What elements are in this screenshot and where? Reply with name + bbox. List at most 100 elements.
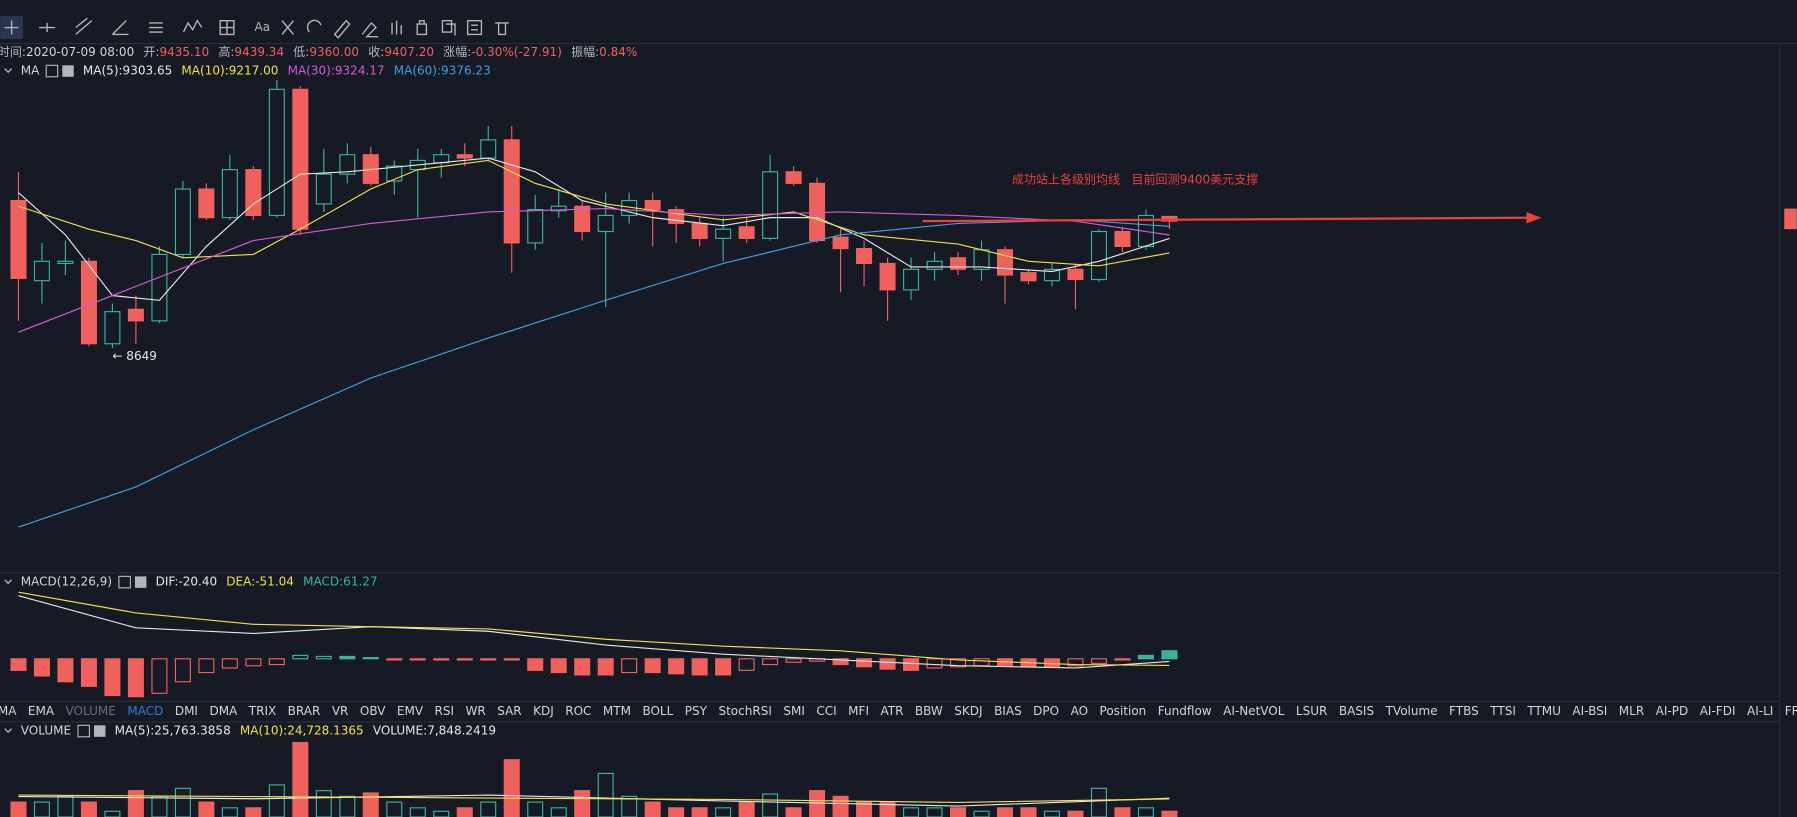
candle-body (127, 308, 144, 322)
indicator-tab[interactable]: SAR (497, 704, 521, 718)
info-label: 开: (143, 45, 159, 59)
line-tool[interactable] (39, 22, 56, 33)
indicator-tab[interactable]: TVolume (1385, 704, 1438, 718)
macd-bar (104, 658, 121, 697)
volume-bar (1043, 810, 1061, 817)
settings-icon[interactable] (118, 575, 131, 589)
close-icon[interactable] (134, 576, 147, 588)
volume-bar (409, 807, 426, 817)
volume-bar (527, 801, 544, 817)
ma-line (18, 159, 1170, 267)
indicator-tab[interactable]: TTMU (1526, 704, 1561, 718)
indicator-tab[interactable]: Fundflow (1158, 704, 1212, 718)
indicator-tab[interactable]: TRIX (248, 704, 276, 718)
indicator-tab[interactable]: SKDJ (954, 704, 982, 718)
indicator-name: VOLUME (21, 724, 71, 738)
candle-body (433, 154, 450, 164)
indicator-tab[interactable]: TTSI (1489, 704, 1516, 718)
indicator-tab[interactable]: ATR (880, 704, 903, 718)
macd-bar (832, 658, 849, 666)
indicator-tab[interactable]: SMI (783, 704, 805, 718)
macd-bar (973, 658, 990, 667)
indicator-tab[interactable]: StochRSI (718, 704, 771, 718)
brush-tool[interactable] (281, 20, 295, 35)
indicator-tab[interactable]: DMA (209, 704, 238, 718)
collapse-icon[interactable] (4, 68, 13, 74)
indicator-tab[interactable]: BBW (915, 704, 943, 718)
info-label: 振幅: (571, 44, 599, 59)
indicator-tab[interactable]: EMV (397, 704, 424, 718)
indicator-tab[interactable]: Position (1100, 704, 1147, 718)
legend-entry: MA(5):9303.65 (83, 64, 172, 78)
indicator-tab[interactable]: RSI (435, 704, 455, 718)
close-icon[interactable] (94, 725, 106, 737)
pattern-tool[interactable] (182, 19, 203, 33)
arrow-head (1526, 211, 1542, 224)
indicator-tab[interactable]: VOLUME (66, 704, 116, 718)
indicator-tab[interactable]: OBV (360, 704, 386, 718)
volume-bar (503, 759, 520, 817)
volume-bar (339, 795, 356, 817)
volume-bar (198, 801, 215, 817)
indicator-tab[interactable]: PSY (685, 704, 708, 718)
lock-tool[interactable] (416, 19, 428, 36)
indicator-tab[interactable]: BOLL (642, 704, 673, 718)
indicator-tab[interactable]: BRAR (288, 704, 321, 718)
indicator-tab[interactable]: DMI (175, 704, 198, 718)
macd-bar (57, 658, 74, 683)
text-tool[interactable]: Aa (255, 20, 271, 34)
settings-icon[interactable] (45, 64, 59, 78)
indicator-tab[interactable]: LSUR (1296, 704, 1327, 718)
shape-tool[interactable] (306, 19, 322, 33)
indicator-tab[interactable]: BASIS (1339, 704, 1374, 718)
indicator-tab[interactable]: VR (332, 704, 349, 718)
indicator-tab[interactable]: MACD (127, 704, 163, 718)
legend-entry: MA(30):9324.17 (288, 64, 385, 78)
angle-tool[interactable] (111, 20, 129, 36)
indicator-tab[interactable]: AI-NetVOL (1223, 704, 1285, 718)
collapse-icon[interactable] (4, 728, 13, 734)
delete-tool[interactable] (495, 22, 509, 36)
indicator-tab[interactable]: AI-LI (1747, 704, 1773, 718)
indicator-tab[interactable]: WR (466, 704, 486, 718)
magnet-tool[interactable] (391, 20, 402, 35)
macd-bar (268, 658, 285, 666)
indicator-tab[interactable]: DPO (1033, 704, 1059, 718)
indicator-tab[interactable]: BIAS (994, 704, 1022, 718)
indicator-tab[interactable]: KDJ (533, 704, 554, 718)
fib-tool[interactable] (149, 22, 163, 33)
trend-tool[interactable] (75, 17, 93, 35)
ruler-tool[interactable] (333, 19, 351, 39)
indicator-tab[interactable]: FR (1785, 704, 1797, 718)
macd-bar (644, 658, 661, 674)
close-icon[interactable] (62, 65, 74, 77)
indicator-tab[interactable]: AI-BSI (1572, 704, 1607, 718)
indicator-tab[interactable]: EMA (28, 704, 55, 718)
indicator-tab[interactable]: MFI (848, 704, 869, 718)
candle-body (80, 260, 97, 345)
indicator-tab[interactable]: CCI (816, 704, 836, 718)
settings-icon[interactable] (77, 724, 91, 738)
indicator-tab[interactable]: MTM (603, 704, 631, 718)
indicator-tab[interactable]: AO (1071, 704, 1088, 718)
indicator-tab[interactable]: FTBS (1449, 704, 1479, 718)
indicator-tab[interactable]: ROC (565, 704, 591, 718)
measure-tool[interactable] (219, 19, 235, 36)
volume-bar (480, 801, 497, 817)
indicator-tab[interactable]: AI-PD (1656, 704, 1689, 718)
info-value: 9439.34 (234, 45, 284, 59)
candle-body (597, 214, 614, 233)
list-tool[interactable] (466, 19, 483, 36)
indicator-name: MACD(12,26,9) (21, 575, 112, 589)
macd-bar (785, 658, 802, 663)
candle-body (245, 169, 262, 217)
macd-bar (245, 658, 262, 667)
eraser-tool[interactable] (361, 21, 379, 38)
macd-bar (339, 655, 356, 660)
collapse-icon[interactable] (4, 579, 13, 585)
volume-bar (362, 792, 379, 817)
indicator-tab[interactable]: AI-FDI (1700, 704, 1736, 718)
indicator-tab[interactable]: MA (0, 704, 17, 718)
indicator-tab[interactable]: MLR (1619, 704, 1644, 718)
copy-tool[interactable] (441, 19, 456, 36)
